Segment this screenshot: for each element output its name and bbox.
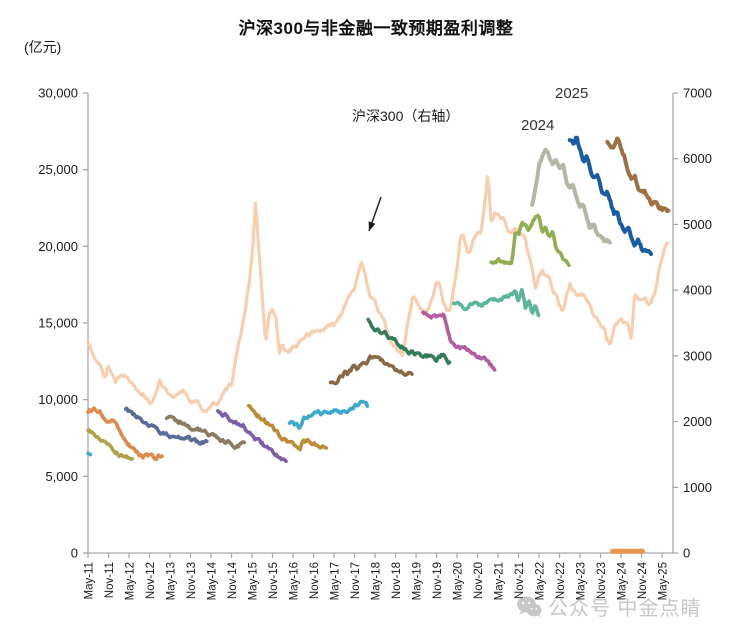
series-fy-earnings-brown	[328, 354, 414, 386]
series-csi300-index	[86, 175, 670, 414]
annotation-arrow-head	[368, 221, 376, 231]
x-axis-tick-label: May-17	[330, 562, 342, 600]
x-axis-tick-label: Nov-15	[268, 562, 280, 599]
x-axis-tick-label: Nov-24	[637, 561, 649, 599]
left-axis-tick-label: 5,000	[45, 469, 78, 484]
series-fy-earnings-taupe	[164, 414, 247, 451]
left-axis-tick-label: 30,000	[38, 86, 78, 101]
x-axis-tick-label: May-13	[166, 562, 178, 600]
left-axis-tick-label: 0	[71, 546, 78, 561]
left-axis-tick-label: 15,000	[38, 316, 78, 331]
x-axis-tick-label: Nov-13	[186, 562, 198, 599]
series-fy-earnings-2026	[605, 136, 671, 214]
series-fy-earnings-cyan	[287, 399, 370, 431]
series-fy-earnings-2011-tail	[86, 451, 93, 457]
watermark-text: 公众号 中金点睛	[548, 598, 702, 620]
right-axis-tick-label: 2000	[683, 414, 712, 429]
x-axis-tick-label: Nov-19	[432, 562, 444, 599]
series-fy-earnings-olive	[86, 428, 135, 461]
watermark: 公众号 中金点睛	[516, 592, 702, 621]
series-fy-earnings-seagreen	[366, 317, 452, 366]
x-axis-tick-label: Nov-12	[145, 562, 157, 599]
csi300-right-axis-annotation: 沪深300（右轴）	[352, 108, 460, 124]
x-axis-tick-label: May-11	[84, 562, 96, 600]
x-axis-tick-label: May-22	[535, 562, 547, 600]
x-axis-tick-label: May-23	[576, 562, 588, 600]
x-axis-tick-label: May-19	[412, 562, 424, 600]
x-axis-tick-label: May-14	[207, 561, 219, 600]
x-axis-tick-label: Nov-23	[596, 562, 608, 599]
x-axis-tick-label: May-12	[125, 562, 137, 600]
series-fy-earnings-orange	[86, 406, 164, 462]
series-fy-earnings-2025	[567, 135, 654, 257]
series-fy-earnings-2024	[530, 147, 612, 245]
right-axis-tick-label: 0	[683, 546, 690, 561]
series-fy-earnings-goldenrod	[246, 403, 329, 452]
left-axis-tick-label: 25,000	[38, 162, 78, 177]
left-axis-tick-label: 20,000	[38, 239, 78, 254]
x-axis-tick-label: May-25	[658, 562, 670, 600]
x-axis-tick-label: Nov-20	[473, 562, 485, 599]
right-axis-tick-label: 4000	[683, 283, 712, 298]
wechat-icon	[517, 596, 542, 617]
x-axis-tick-label: Nov-11	[104, 562, 116, 598]
left-axis-tick-label: 10,000	[38, 392, 78, 407]
series-fy-earnings-magenta	[421, 310, 497, 372]
x-axis-tick-label: May-20	[453, 562, 465, 600]
series-fy-earnings-lightgreen	[489, 213, 571, 268]
series-fy-earnings-purple	[216, 409, 288, 464]
x-axis-tick-label: May-21	[494, 562, 506, 600]
series-fy-earnings-teal	[451, 287, 541, 318]
right-axis-tick-label: 5000	[683, 217, 712, 232]
x-axis-tick-label: Nov-18	[391, 562, 403, 599]
right-axis-tick-label: 3000	[683, 348, 712, 363]
right-axis-tick-label: 6000	[683, 151, 712, 166]
x-axis-tick-label: Nov-22	[555, 562, 567, 599]
year-label-2025: 2025	[555, 85, 589, 102]
right-axis-tick-label: 7000	[683, 86, 712, 101]
chart-title: 沪深300与非金融一致预期盈利调整	[238, 19, 514, 38]
x-axis-tick-label: Nov-21	[514, 562, 526, 599]
x-axis-tick-label: May-15	[248, 562, 260, 600]
right-axis-tick-label: 1000	[683, 480, 712, 495]
x-axis-tick-label: Nov-14	[227, 561, 239, 599]
left-axis-unit-label: (亿元)	[24, 39, 62, 55]
x-axis-tick-label: Nov-16	[309, 562, 321, 599]
series-fy-earnings-slate	[123, 406, 209, 446]
x-axis-tick-label: May-18	[371, 562, 383, 600]
year-label-2024: 2024	[521, 117, 555, 134]
x-axis-tick-label: Nov-17	[350, 562, 362, 599]
x-axis-tick-label: May-16	[289, 562, 301, 600]
x-axis-tick-label: May-24	[617, 561, 629, 600]
